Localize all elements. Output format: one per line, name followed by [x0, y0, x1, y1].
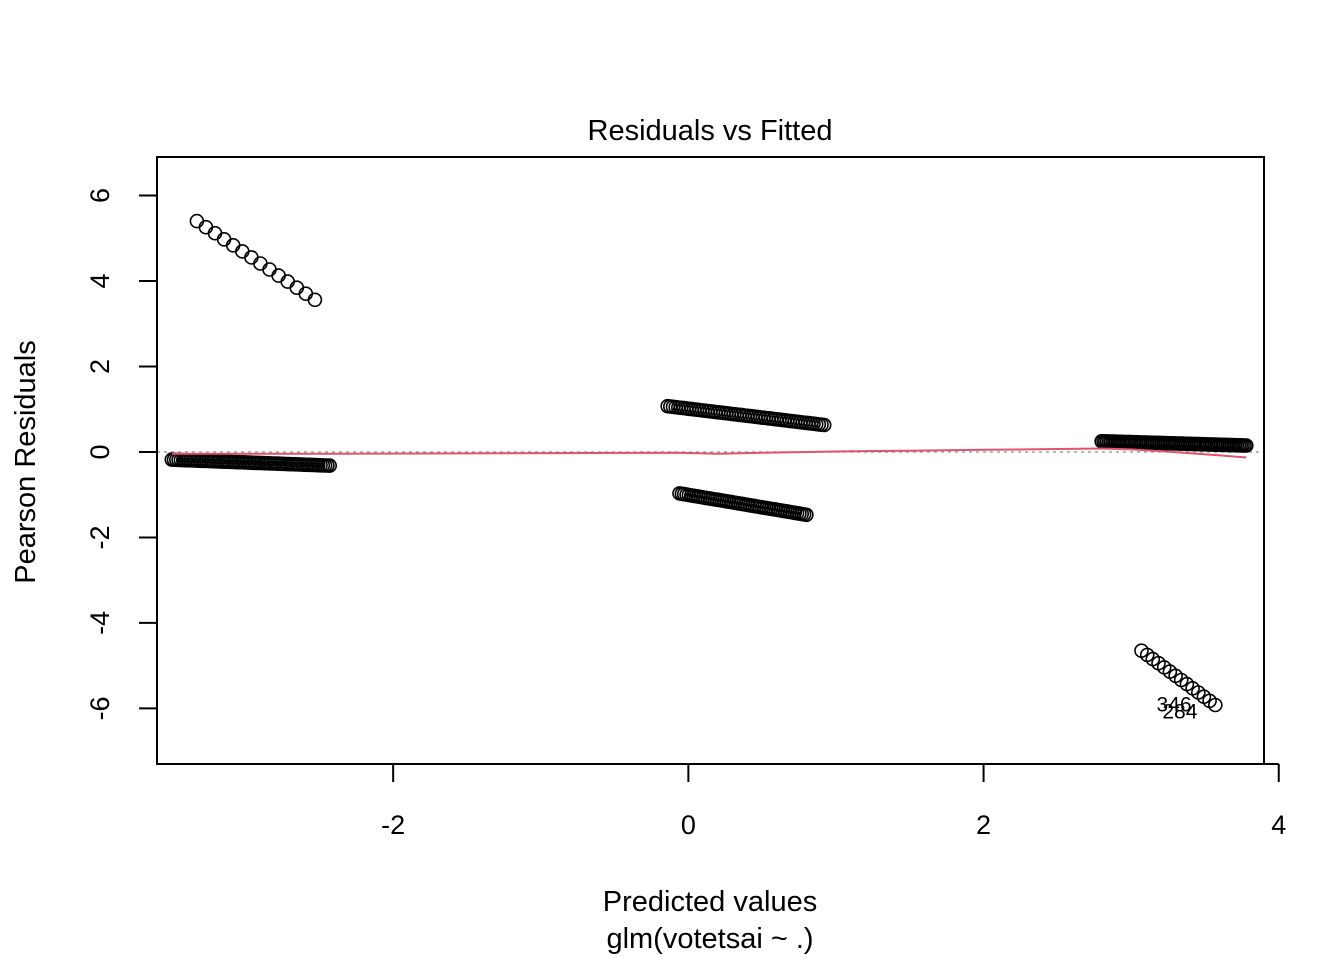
data-point [216, 232, 232, 247]
y-tick-label: 0 [85, 444, 115, 459]
smooth-fit-line [171, 447, 1247, 459]
y-tick-label: -2 [85, 525, 115, 549]
data-point [280, 274, 296, 289]
y-tick-label: 6 [85, 188, 115, 203]
x-tick-label: 4 [1271, 810, 1286, 840]
y-tick-label: -6 [85, 696, 115, 720]
data-point [1239, 438, 1254, 453]
points-layer [164, 213, 1254, 713]
data-point [189, 213, 205, 229]
point-annotation: 346 [1156, 693, 1191, 716]
data-point [253, 256, 268, 271]
y-axis-label: Pearson Residuals [10, 340, 42, 583]
smooth-line-layer [171, 447, 1247, 459]
data-point [225, 238, 241, 253]
data-point [244, 250, 259, 265]
axes-layer: -2 0 2 4 -6 -4 -2 0 2 4 6 [85, 188, 1286, 840]
y-tick-label: 2 [85, 359, 115, 374]
chart-title: Residuals vs Fitted [588, 115, 833, 147]
data-point [289, 280, 305, 296]
data-point [307, 292, 323, 308]
data-point [1208, 697, 1223, 713]
x-tick-label: 0 [681, 810, 696, 840]
x-tick-label: -2 [381, 810, 405, 840]
data-point [207, 225, 223, 241]
x-axis-label: Predicted values [603, 886, 817, 918]
data-point [235, 244, 250, 259]
y-tick-label: 4 [85, 273, 115, 288]
data-point [271, 268, 286, 283]
data-point [322, 458, 338, 473]
y-tick-label: -4 [85, 611, 115, 635]
x-tick-label: 2 [976, 810, 991, 840]
x-axis-sublabel: glm(votetsai ~ .) [606, 923, 813, 955]
data-point [799, 507, 814, 523]
point-annotation: 284 [1162, 701, 1197, 724]
data-point [298, 286, 314, 302]
data-point [262, 262, 277, 277]
data-point [198, 219, 214, 235]
data-point [816, 417, 832, 433]
plot-frame [156, 156, 1265, 765]
